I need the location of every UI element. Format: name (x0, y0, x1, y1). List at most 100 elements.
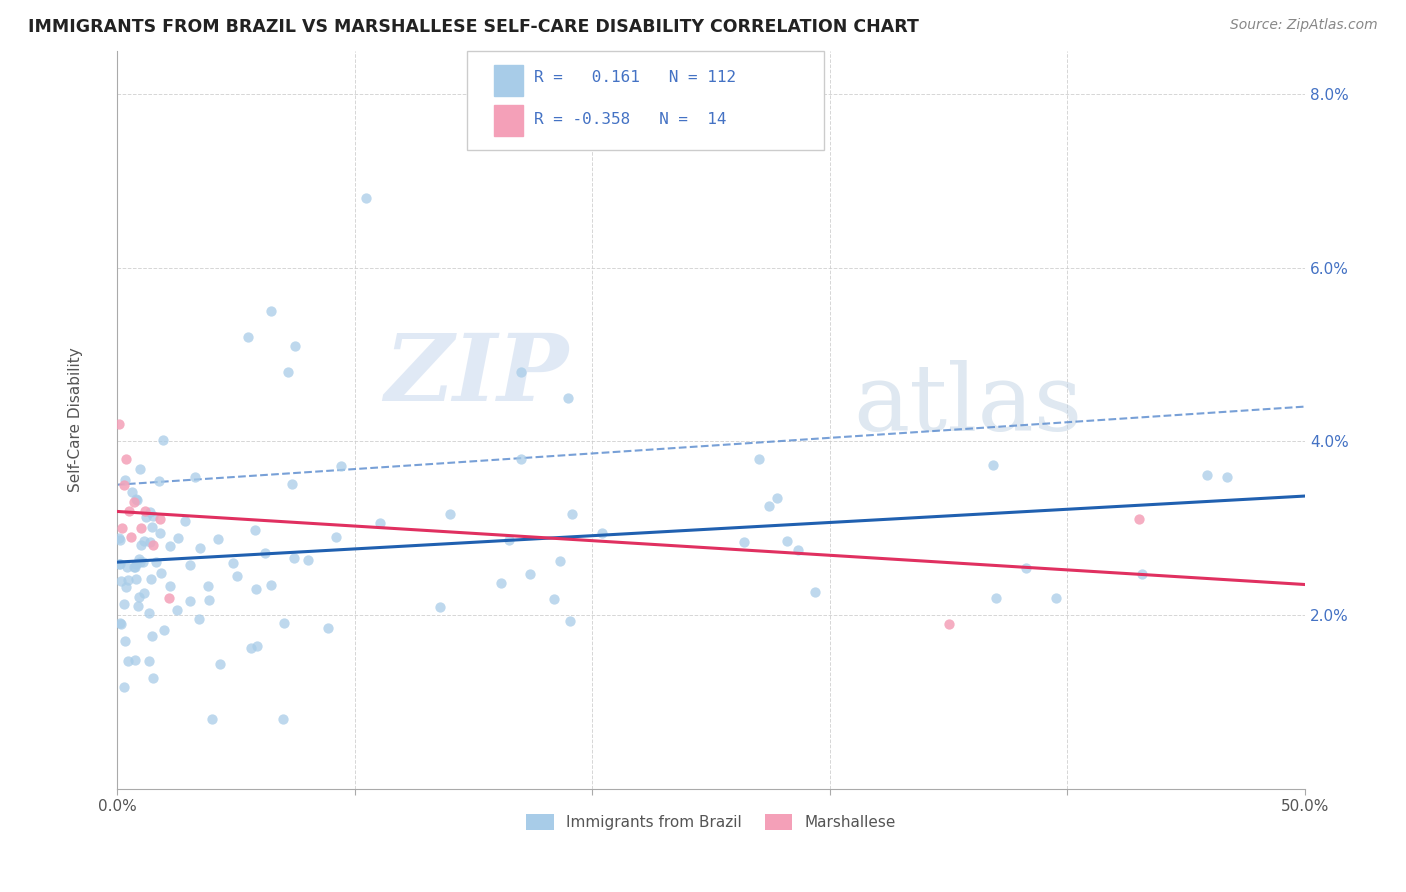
Point (1195, 468, 1218, 483)
Point (330, 458, 353, 473)
Point (157, 591, 180, 605)
Point (271, 712, 294, 726)
FancyBboxPatch shape (467, 51, 824, 150)
Point (132, 534, 155, 549)
Point (260, 578, 283, 592)
Point (129, 555, 152, 569)
Point (984, 591, 1007, 605)
Point (208, 657, 231, 672)
Point (592, 526, 614, 541)
Point (128, 462, 150, 476)
Point (149, 526, 172, 541)
Bar (494, 65, 523, 96)
Point (125, 492, 148, 507)
Point (108, 558, 131, 572)
Point (776, 533, 799, 548)
Point (260, 304, 283, 318)
Point (174, 514, 197, 528)
Point (1128, 512, 1150, 526)
Point (221, 556, 243, 570)
Point (108, 417, 131, 431)
Bar (494, 105, 523, 136)
Point (277, 365, 299, 379)
Point (747, 451, 769, 466)
Point (112, 477, 135, 491)
Point (129, 521, 152, 535)
Point (519, 566, 541, 581)
Point (429, 599, 451, 614)
Point (135, 510, 157, 524)
Point (141, 520, 163, 534)
Point (132, 586, 155, 600)
Point (142, 508, 165, 523)
Point (226, 569, 249, 583)
Point (509, 365, 531, 379)
Point (439, 508, 461, 522)
Point (149, 512, 172, 526)
Point (187, 612, 209, 626)
Point (108, 532, 131, 546)
Point (108, 533, 131, 548)
Point (114, 474, 136, 488)
Point (122, 495, 145, 509)
Point (246, 639, 269, 653)
Point (236, 330, 259, 344)
Point (183, 470, 205, 484)
Point (560, 614, 582, 628)
Point (112, 597, 135, 611)
Point (128, 551, 150, 566)
Point (786, 543, 808, 558)
Point (115, 580, 138, 594)
Point (125, 572, 148, 586)
Point (134, 504, 156, 518)
Text: Self-Care Disability: Self-Care Disability (67, 347, 83, 492)
Point (124, 560, 146, 574)
Point (127, 492, 149, 507)
Text: R = -0.358   N =  14: R = -0.358 N = 14 (534, 112, 727, 127)
Point (239, 641, 262, 656)
Point (283, 550, 305, 565)
Point (297, 553, 319, 567)
Point (766, 491, 789, 505)
Point (543, 592, 565, 607)
Point (108, 557, 131, 571)
Point (284, 339, 307, 353)
Point (733, 534, 755, 549)
Point (128, 590, 150, 604)
Point (153, 624, 176, 638)
Point (120, 530, 142, 544)
Point (129, 538, 152, 552)
Point (557, 391, 579, 405)
Point (142, 671, 165, 685)
Point (115, 451, 138, 466)
Point (938, 616, 960, 631)
Point (197, 579, 219, 593)
Point (509, 451, 531, 466)
Point (188, 541, 211, 555)
Point (138, 654, 160, 668)
Point (111, 521, 134, 535)
Point (115, 559, 138, 574)
Text: IMMIGRANTS FROM BRAZIL VS MARSHALLESE SELF-CARE DISABILITY CORRELATION CHART: IMMIGRANTS FROM BRAZIL VS MARSHALLESE SE… (28, 18, 920, 36)
Point (139, 534, 162, 549)
Point (152, 433, 174, 447)
Point (253, 546, 276, 560)
Point (325, 529, 347, 543)
Point (141, 539, 163, 553)
Point (127, 599, 149, 613)
Point (207, 533, 229, 547)
Text: ZIP: ZIP (384, 330, 568, 420)
Point (1015, 561, 1038, 575)
Point (1216, 470, 1239, 484)
Text: Source: ZipAtlas.com: Source: ZipAtlas.com (1230, 18, 1378, 32)
Point (114, 634, 136, 648)
Point (981, 458, 1004, 472)
Point (110, 574, 132, 589)
Point (159, 540, 181, 554)
Point (110, 615, 132, 630)
Point (118, 504, 141, 518)
Point (1045, 591, 1067, 605)
Point (124, 653, 146, 667)
Point (125, 557, 148, 571)
Point (138, 606, 160, 620)
